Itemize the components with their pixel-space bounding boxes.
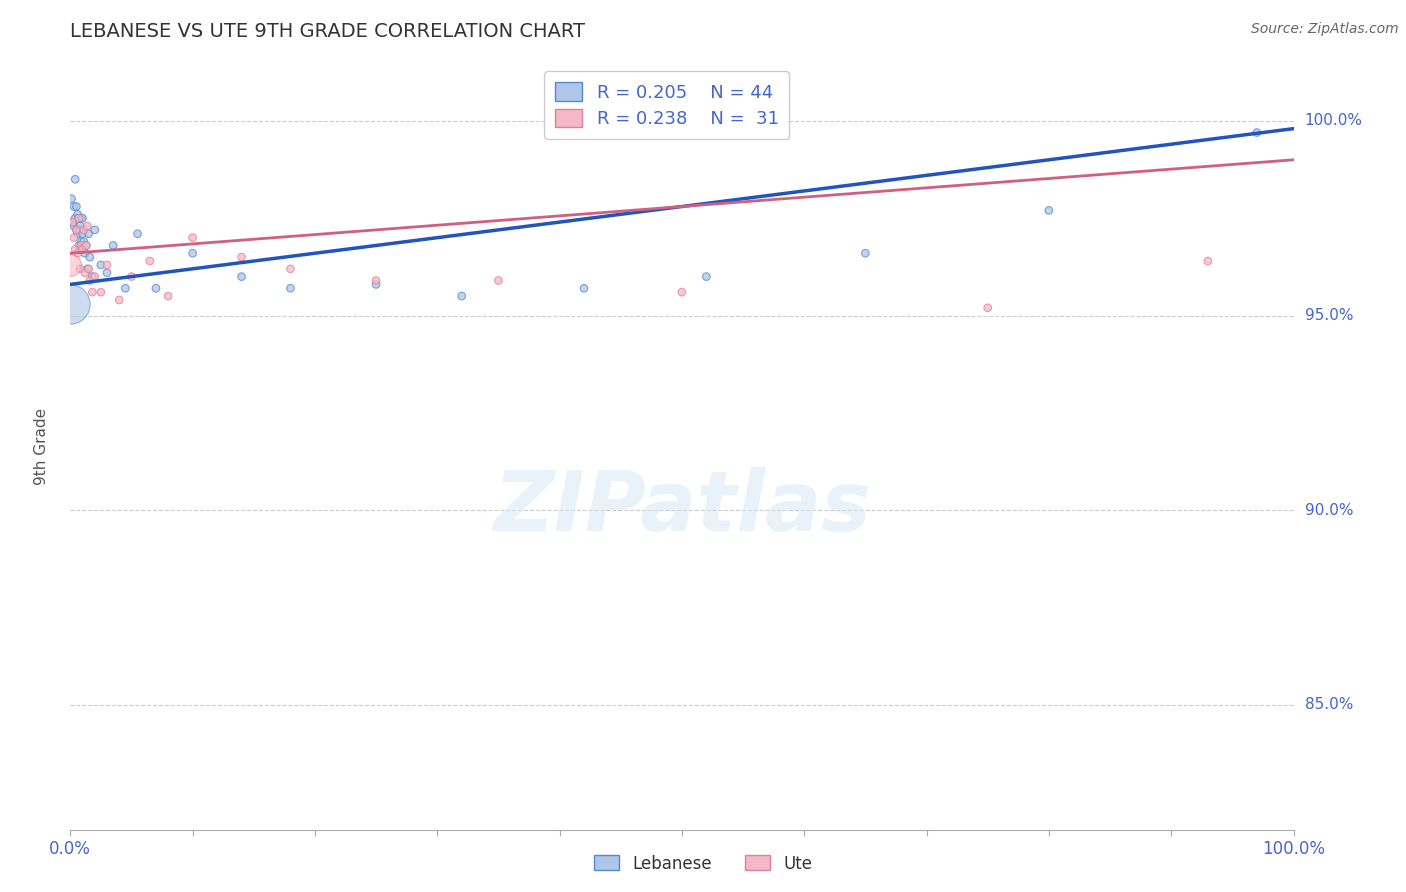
Point — [231, 269, 253, 284]
Point — [63, 219, 86, 233]
Point — [77, 261, 100, 276]
Point — [63, 230, 86, 244]
Point — [121, 269, 143, 284]
Point — [90, 285, 112, 300]
Point — [63, 243, 86, 257]
Point — [69, 243, 91, 257]
Point — [67, 223, 90, 237]
Point — [69, 261, 91, 276]
Point — [67, 211, 90, 226]
Point — [366, 273, 388, 287]
Point — [66, 207, 89, 221]
Point — [75, 238, 97, 252]
Point — [108, 293, 131, 307]
Point — [76, 261, 98, 276]
Point — [181, 230, 204, 244]
Point — [366, 277, 388, 292]
Point — [101, 238, 124, 252]
Point — [976, 301, 998, 315]
Point — [82, 269, 104, 284]
Point — [77, 227, 100, 241]
Point — [69, 219, 91, 233]
Point — [82, 285, 104, 300]
Point — [79, 273, 101, 287]
Point — [67, 238, 90, 252]
Point — [1246, 126, 1268, 140]
Point — [157, 289, 180, 303]
Legend: Lebanese, Ute: Lebanese, Ute — [588, 848, 818, 880]
Point — [1038, 203, 1060, 218]
Point — [127, 227, 149, 241]
Point — [75, 238, 97, 252]
Point — [60, 192, 83, 206]
Point — [695, 269, 717, 284]
Point — [66, 227, 89, 241]
Text: Source: ZipAtlas.com: Source: ZipAtlas.com — [1251, 22, 1399, 37]
Text: LEBANESE VS UTE 9TH GRADE CORRELATION CHART: LEBANESE VS UTE 9TH GRADE CORRELATION CH… — [70, 22, 585, 41]
Point — [73, 266, 96, 280]
Point — [72, 243, 94, 257]
Point — [181, 246, 204, 260]
Text: 100.0%: 100.0% — [1305, 113, 1362, 128]
Point — [231, 250, 253, 264]
Point — [65, 223, 87, 237]
Point — [488, 273, 510, 287]
Text: 85.0%: 85.0% — [1305, 698, 1353, 713]
Point — [67, 211, 90, 226]
Point — [1197, 254, 1219, 268]
Point — [73, 246, 96, 260]
Point — [62, 215, 84, 229]
Point — [83, 223, 105, 237]
Point — [280, 261, 302, 276]
Legend: R = 0.205    N = 44, R = 0.238    N =  31: R = 0.205 N = 44, R = 0.238 N = 31 — [544, 71, 789, 139]
Point — [855, 246, 877, 260]
Point — [63, 200, 86, 214]
Point — [114, 281, 136, 295]
Point — [63, 211, 86, 226]
Point — [139, 254, 162, 268]
Point — [96, 266, 118, 280]
Point — [59, 258, 82, 272]
Point — [65, 200, 87, 214]
Point — [79, 250, 101, 264]
Point — [83, 269, 105, 284]
Y-axis label: 9th Grade: 9th Grade — [35, 408, 49, 484]
Point — [145, 281, 167, 295]
Point — [72, 243, 94, 257]
Point — [72, 227, 94, 241]
Point — [59, 297, 82, 311]
Point — [72, 211, 94, 226]
Text: 95.0%: 95.0% — [1305, 308, 1353, 323]
Point — [280, 281, 302, 295]
Point — [63, 172, 86, 186]
Point — [572, 281, 595, 295]
Point — [671, 285, 693, 300]
Point — [70, 211, 93, 226]
Point — [96, 258, 118, 272]
Point — [70, 235, 93, 249]
Text: 90.0%: 90.0% — [1305, 503, 1353, 517]
Point — [66, 246, 89, 260]
Point — [65, 223, 87, 237]
Text: ZIPatlas: ZIPatlas — [494, 467, 870, 548]
Point — [70, 238, 93, 252]
Point — [90, 258, 112, 272]
Point — [73, 223, 96, 237]
Point — [76, 219, 98, 233]
Point — [62, 215, 84, 229]
Point — [73, 235, 96, 249]
Point — [450, 289, 472, 303]
